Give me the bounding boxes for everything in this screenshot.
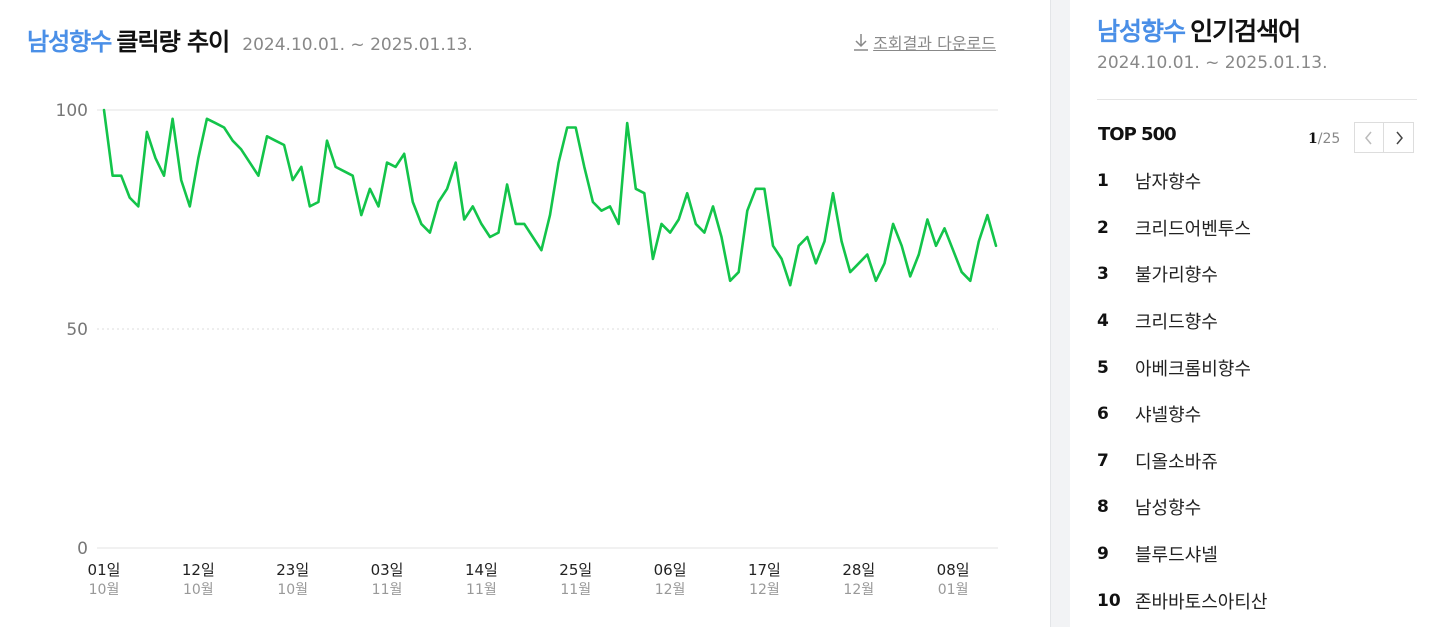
panel-divider bbox=[1050, 0, 1070, 627]
popular-keywords-panel: 남성향수 인기검색어 2024.10.01. ~ 2025.01.13. TOP… bbox=[1097, 0, 1417, 627]
y-tick-label: 50 bbox=[66, 320, 88, 340]
rank-number: 10 bbox=[1097, 590, 1121, 611]
x-tick-day: 01일 bbox=[88, 561, 121, 579]
rank-number: 4 bbox=[1097, 311, 1109, 332]
popular-title-suffix: 인기검색어 bbox=[1190, 17, 1301, 46]
rank-item[interactable]: 3 불가리향수 bbox=[1097, 251, 1267, 298]
rank-item[interactable]: 6 샤넬향수 bbox=[1097, 391, 1267, 438]
rank-keyword[interactable]: 크리드향수 bbox=[1135, 312, 1218, 334]
chevron-left-icon bbox=[1365, 131, 1372, 144]
rank-keyword[interactable]: 불가리향수 bbox=[1135, 265, 1218, 287]
rank-item[interactable]: 4 크리드향수 bbox=[1097, 298, 1267, 345]
x-tick-day: 28일 bbox=[842, 561, 875, 579]
rank-keyword[interactable]: 존바바토스아티산 bbox=[1135, 591, 1268, 613]
x-tick-day: 12일 bbox=[182, 561, 215, 579]
trend-panel: 남성향수 클릭량 추이 2024.10.01. ~ 2025.01.13. 조회… bbox=[27, 22, 998, 598]
x-tick-day: 14일 bbox=[465, 561, 498, 579]
rank-number: 8 bbox=[1097, 497, 1109, 518]
chevron-right-icon bbox=[1395, 131, 1403, 144]
x-tick-month: 11월 bbox=[466, 582, 497, 598]
x-tick-month: 10월 bbox=[183, 582, 214, 598]
page-current: 1 bbox=[1308, 131, 1318, 147]
x-tick-month: 11월 bbox=[560, 582, 591, 598]
prev-page-button[interactable] bbox=[1354, 122, 1384, 153]
rank-number: 5 bbox=[1097, 357, 1109, 378]
rank-number: 9 bbox=[1097, 544, 1109, 565]
x-tick-month: 01월 bbox=[938, 582, 969, 598]
x-tick-month: 12월 bbox=[843, 582, 874, 598]
popular-keyword: 남성향수 bbox=[1097, 17, 1186, 46]
x-tick-month: 10월 bbox=[277, 582, 308, 598]
rank-item[interactable]: 5 아베크롬비향수 bbox=[1097, 344, 1267, 391]
trend-date-range: 2024.10.01. ~ 2025.01.13. bbox=[242, 35, 473, 55]
rank-item[interactable]: 9 블루드샤넬 bbox=[1097, 531, 1267, 578]
click-trend-chart: 0 50 100 01일 10월 12일 10월 23일 10월 03일 11월 14일 11월 25일 1… bbox=[56, 101, 998, 598]
rank-item[interactable]: 1 남자향수 bbox=[1097, 158, 1267, 205]
rank-keyword[interactable]: 블루드샤넬 bbox=[1135, 545, 1218, 567]
x-tick-day: 17일 bbox=[748, 561, 781, 579]
y-tick-label: 100 bbox=[56, 101, 88, 121]
rank-number: 6 bbox=[1097, 404, 1109, 425]
rank-keyword[interactable]: 남성향수 bbox=[1135, 498, 1202, 520]
rank-item[interactable]: 8 남성향수 bbox=[1097, 484, 1267, 531]
top-label: TOP 500 bbox=[1098, 124, 1177, 145]
download-label: 조회결과 다운로드 bbox=[873, 34, 996, 53]
x-tick-month: 12월 bbox=[655, 582, 686, 598]
x-tick-month: 10월 bbox=[89, 582, 120, 598]
rank-keyword[interactable]: 디올소바쥬 bbox=[1135, 451, 1218, 473]
rank-keyword[interactable]: 남자향수 bbox=[1135, 172, 1202, 194]
download-results-link[interactable]: 조회결과 다운로드 bbox=[853, 30, 996, 54]
popular-divider bbox=[1097, 99, 1417, 100]
next-page-button[interactable] bbox=[1384, 122, 1414, 153]
x-tick-day: 25일 bbox=[559, 561, 592, 579]
x-tick-month: 12월 bbox=[749, 582, 780, 598]
popular-title: 남성향수 인기검색어 bbox=[1097, 12, 1301, 48]
trend-title: 남성향수 클릭량 추이 2024.10.01. ~ 2025.01.13. bbox=[27, 22, 473, 57]
rank-keyword[interactable]: 아베크롬비향수 bbox=[1135, 358, 1251, 380]
series-line bbox=[102, 108, 998, 287]
rank-item[interactable]: 2 크리드어벤투스 bbox=[1097, 205, 1267, 252]
x-tick-day: 23일 bbox=[276, 561, 309, 579]
page-total: /25 bbox=[1317, 131, 1341, 147]
rank-number: 3 bbox=[1097, 264, 1109, 285]
download-arrow-icon bbox=[854, 34, 869, 51]
rank-keyword[interactable]: 크리드어벤투스 bbox=[1135, 218, 1251, 240]
x-tick-day: 08일 bbox=[937, 561, 970, 579]
popular-date-range: 2024.10.01. ~ 2025.01.13. bbox=[1097, 53, 1328, 73]
rank-item[interactable]: 7 디올소바쥬 bbox=[1097, 438, 1267, 485]
rank-number: 1 bbox=[1097, 171, 1109, 192]
trend-keyword: 남성향수 bbox=[27, 28, 112, 56]
trend-title-suffix: 클릭량 추이 bbox=[116, 28, 230, 56]
y-tick-label: 0 bbox=[77, 539, 88, 559]
rank-item[interactable]: 10 존바바토스아티산 bbox=[1097, 577, 1267, 624]
x-tick-day: 03일 bbox=[371, 561, 404, 579]
rank-number: 7 bbox=[1097, 450, 1109, 471]
rank-keyword[interactable]: 샤넬향수 bbox=[1135, 405, 1202, 427]
x-tick-day: 06일 bbox=[654, 561, 687, 579]
rank-list: 1 남자향수 2 크리드어벤투스 3 불가리향수 4 크리드향수 5 아베크롬비향수 6 샤넬향수 7 디… bbox=[1097, 158, 1267, 624]
page-indicator: 1/25 bbox=[1308, 131, 1340, 147]
x-tick-month: 11월 bbox=[372, 582, 403, 598]
rank-number: 2 bbox=[1097, 217, 1109, 238]
